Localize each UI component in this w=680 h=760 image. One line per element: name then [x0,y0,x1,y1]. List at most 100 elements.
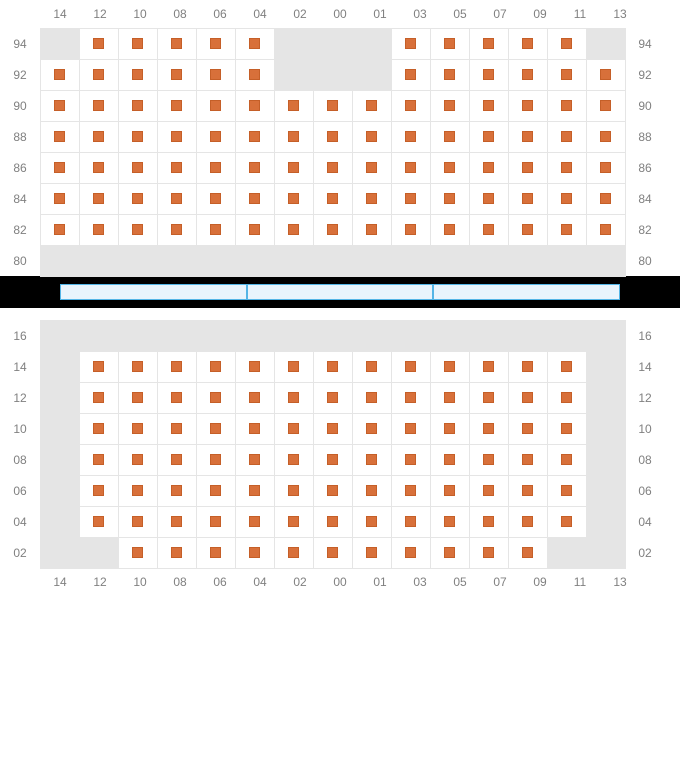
seat-cell[interactable] [547,506,587,538]
seat-cell[interactable] [430,413,470,445]
seat-cell[interactable] [547,183,587,215]
seat-cell[interactable] [352,413,392,445]
seat-cell[interactable] [547,152,587,184]
seat-cell[interactable] [118,506,158,538]
seat-cell[interactable] [157,28,197,60]
seat-cell[interactable] [79,351,119,383]
seat-cell[interactable] [547,413,587,445]
seat-cell[interactable] [508,59,548,91]
seat-cell[interactable] [157,152,197,184]
seat-cell[interactable] [469,59,509,91]
seat-cell[interactable] [352,214,392,246]
seat-cell[interactable] [196,59,236,91]
seat-cell[interactable] [40,214,80,246]
seat-cell[interactable] [469,444,509,476]
seat-cell[interactable] [391,90,431,122]
seat-cell[interactable] [196,121,236,153]
seat-cell[interactable] [274,506,314,538]
seat-cell[interactable] [274,183,314,215]
seat-cell[interactable] [196,183,236,215]
seat-cell[interactable] [235,214,275,246]
seat-cell[interactable] [430,351,470,383]
seat-cell[interactable] [79,444,119,476]
seat-cell[interactable] [586,90,626,122]
seat-cell[interactable] [79,152,119,184]
seat-cell[interactable] [235,351,275,383]
seat-cell[interactable] [196,28,236,60]
seat-cell[interactable] [157,121,197,153]
seat-cell[interactable] [157,506,197,538]
seat-cell[interactable] [469,152,509,184]
seat-cell[interactable] [79,183,119,215]
seat-cell[interactable] [352,90,392,122]
seat-cell[interactable] [118,537,158,569]
seat-cell[interactable] [313,475,353,507]
seat-cell[interactable] [79,121,119,153]
seat-cell[interactable] [352,152,392,184]
seat-cell[interactable] [235,28,275,60]
seat-cell[interactable] [79,28,119,60]
seat-cell[interactable] [313,351,353,383]
seat-cell[interactable] [157,537,197,569]
seat-cell[interactable] [235,506,275,538]
seat-cell[interactable] [508,214,548,246]
seat-cell[interactable] [352,351,392,383]
seat-cell[interactable] [547,444,587,476]
seat-cell[interactable] [430,444,470,476]
seat-cell[interactable] [79,475,119,507]
seat-cell[interactable] [313,506,353,538]
seat-cell[interactable] [79,413,119,445]
seat-cell[interactable] [430,382,470,414]
seat-cell[interactable] [274,214,314,246]
seat-cell[interactable] [118,121,158,153]
seat-cell[interactable] [391,537,431,569]
seat-cell[interactable] [430,475,470,507]
seat-cell[interactable] [508,506,548,538]
seat-cell[interactable] [547,214,587,246]
seat-cell[interactable] [313,382,353,414]
seat-cell[interactable] [391,351,431,383]
seat-cell[interactable] [352,506,392,538]
seat-cell[interactable] [118,90,158,122]
seat-cell[interactable] [196,537,236,569]
seat-cell[interactable] [235,152,275,184]
seat-cell[interactable] [118,382,158,414]
seat-cell[interactable] [118,152,158,184]
seat-cell[interactable] [313,413,353,445]
seat-cell[interactable] [313,90,353,122]
seat-cell[interactable] [313,121,353,153]
seat-cell[interactable] [157,382,197,414]
seat-cell[interactable] [118,183,158,215]
seat-cell[interactable] [40,121,80,153]
seat-cell[interactable] [274,351,314,383]
seat-cell[interactable] [79,59,119,91]
seat-cell[interactable] [274,413,314,445]
seat-cell[interactable] [469,475,509,507]
seat-cell[interactable] [508,475,548,507]
seat-cell[interactable] [469,382,509,414]
seat-cell[interactable] [430,59,470,91]
seat-cell[interactable] [40,152,80,184]
seat-cell[interactable] [274,90,314,122]
seat-cell[interactable] [313,537,353,569]
seat-cell[interactable] [430,183,470,215]
seat-cell[interactable] [235,413,275,445]
seat-cell[interactable] [157,90,197,122]
seat-cell[interactable] [391,183,431,215]
seat-cell[interactable] [391,413,431,445]
seat-cell[interactable] [274,537,314,569]
seat-cell[interactable] [547,382,587,414]
seat-cell[interactable] [508,121,548,153]
seat-cell[interactable] [196,152,236,184]
seat-cell[interactable] [274,475,314,507]
seat-cell[interactable] [430,121,470,153]
seat-cell[interactable] [235,90,275,122]
seat-cell[interactable] [430,506,470,538]
seat-cell[interactable] [469,121,509,153]
seat-cell[interactable] [547,475,587,507]
seat-cell[interactable] [352,537,392,569]
seat-cell[interactable] [352,183,392,215]
seat-cell[interactable] [469,351,509,383]
seat-cell[interactable] [196,382,236,414]
seat-cell[interactable] [118,59,158,91]
